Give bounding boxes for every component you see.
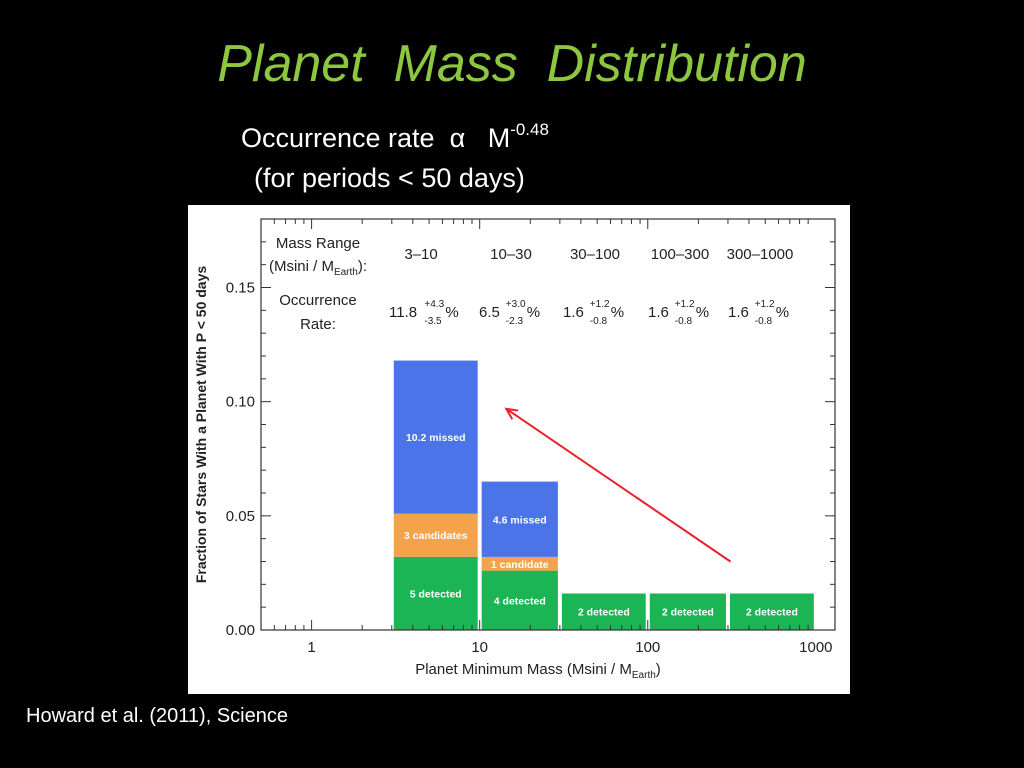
subtitle-relation-text: Occurrence rate α M bbox=[241, 123, 511, 153]
bar-detected-1 bbox=[481, 570, 558, 630]
bar-label-detected-4: 2 detected bbox=[746, 607, 798, 619]
occurrence-rate-minus-3: -0.8 bbox=[675, 316, 693, 327]
occurrence-rate-value-0: 11.8 bbox=[389, 304, 417, 321]
occurrence-rate-plus-2: +1.2 bbox=[590, 299, 610, 310]
mass-range-4: 300–1000 bbox=[727, 246, 794, 263]
occurrence-rate-plus-1: +3.0 bbox=[506, 299, 526, 310]
x-tick-label: 100 bbox=[635, 639, 660, 656]
citation: Howard et al. (2011), Science bbox=[26, 705, 288, 727]
mass-range-3: 100–300 bbox=[651, 246, 709, 263]
x-tick-label: 10 bbox=[471, 639, 488, 656]
chart-container: 5 detected 3 candidates 10.2 missed 4 detec… bbox=[188, 205, 850, 694]
bar-label-missed-0: 10.2 missed bbox=[406, 432, 466, 444]
occurrence-rate-value-1: 6.5 bbox=[479, 304, 500, 321]
occurrence-rate-unit-1: % bbox=[527, 304, 540, 321]
x-axis-title: Planet Minimum Mass (Msini / MEarth) bbox=[415, 661, 661, 681]
bar-detected-2 bbox=[561, 593, 646, 630]
subtitle-exponent: -0.48 bbox=[510, 120, 549, 139]
y-tick-label: 0.05 bbox=[226, 508, 255, 525]
bar-label-detected-2: 2 detected bbox=[578, 607, 630, 619]
trend-arrow bbox=[505, 407, 732, 563]
mass-range-1: 10–30 bbox=[490, 246, 532, 263]
occurrence-rate-value-2: 1.6 bbox=[563, 304, 584, 321]
occurrence-rate-minus-4: -0.8 bbox=[755, 316, 773, 327]
occurrence-rate-plus-3: +1.2 bbox=[675, 299, 695, 310]
slide-title: Planet Mass Distribution bbox=[217, 35, 807, 93]
occurrence-rate-plus-4: +1.2 bbox=[755, 299, 775, 310]
bar-missed-0 bbox=[393, 360, 478, 514]
mass-distribution-chart: 5 detected 3 candidates 10.2 missed 4 detec… bbox=[193, 218, 836, 681]
bar-label-candidates-0: 3 candidates bbox=[404, 530, 468, 542]
occurrence-rate-plus-0: +4.3 bbox=[424, 299, 444, 310]
subtitle-period-note: (for periods < 50 days) bbox=[254, 163, 525, 193]
y-tick-label: 0.10 bbox=[226, 394, 255, 411]
occurrence-rate-minus-0: -3.5 bbox=[424, 316, 442, 327]
bar-detected-0 bbox=[393, 556, 478, 630]
occurrence-rate-value-3: 1.6 bbox=[648, 304, 669, 321]
occurrence-label: Occurrence bbox=[279, 292, 357, 309]
mass-range-label: Mass Range bbox=[276, 235, 360, 252]
bar-label-detected-3: 2 detected bbox=[662, 607, 714, 619]
bar-candidates-1 bbox=[481, 556, 558, 571]
occurrence-rate-minus-2: -0.8 bbox=[590, 316, 608, 327]
mass-range-2: 30–100 bbox=[570, 246, 620, 263]
x-tick-label: 1000 bbox=[799, 639, 832, 656]
bar-label-candidates-1: 1 candidate bbox=[491, 559, 549, 571]
bar-candidates-0 bbox=[393, 513, 478, 557]
occurrence-rate-minus-1: -2.3 bbox=[506, 316, 524, 327]
bar-detected-4 bbox=[729, 593, 814, 630]
bar-missed-1 bbox=[481, 481, 558, 557]
bar-label-detected-0: 5 detected bbox=[410, 588, 462, 600]
occurrence-rate-value-4: 1.6 bbox=[728, 304, 749, 321]
mass-range-0: 3–10 bbox=[404, 246, 437, 263]
bar-label-missed-1: 4.6 missed bbox=[493, 514, 547, 526]
rate-label: Rate: bbox=[300, 316, 336, 333]
y-tick-label: 0.15 bbox=[226, 280, 255, 297]
occurrence-rate-unit-3: % bbox=[696, 304, 709, 321]
occurrence-rate-unit-4: % bbox=[776, 304, 789, 321]
x-tick-label: 1 bbox=[307, 639, 315, 656]
y-tick-label: 0.00 bbox=[226, 622, 255, 639]
trend-arrow-head bbox=[504, 407, 519, 420]
occurrence-rate-unit-0: % bbox=[445, 304, 458, 321]
occurrence-rate-unit-2: % bbox=[611, 304, 624, 321]
mass-range-units-label: (Msini / MEarth): bbox=[269, 258, 367, 278]
y-axis-title: Fraction of Stars With a Planet With P <… bbox=[193, 266, 209, 584]
subtitle-occurrence-relation: Occurrence rate α M-0.48 bbox=[241, 120, 549, 154]
bar-label-detected-1: 4 detected bbox=[494, 595, 546, 607]
bar-detected-3 bbox=[649, 593, 726, 630]
